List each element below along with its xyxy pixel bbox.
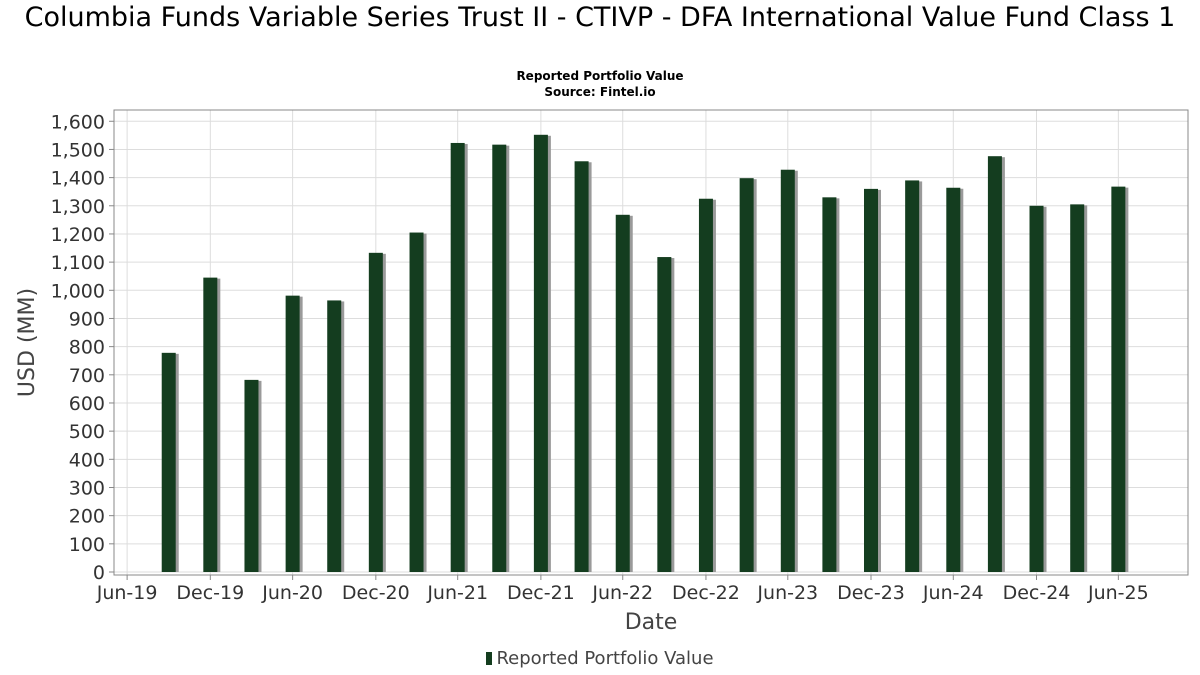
- y-tick-label: 500: [69, 421, 105, 443]
- bar-fill: [533, 134, 548, 573]
- chart-subtitle: Reported Portfolio Value Source: Fintel.…: [0, 68, 1200, 100]
- bar-fill: [615, 214, 630, 573]
- bar: [1070, 204, 1088, 572]
- bar: [492, 144, 510, 572]
- subtitle-line: Source: Fintel.io: [544, 85, 656, 99]
- bar: [450, 142, 468, 572]
- bar-fill: [946, 187, 961, 572]
- bar-fill: [905, 180, 920, 573]
- y-tick-label: 1,100: [51, 252, 105, 274]
- bar: [244, 379, 262, 572]
- bar-fill: [1070, 204, 1085, 572]
- bar: [739, 178, 757, 573]
- bar: [822, 197, 840, 572]
- x-tick-label: Dec-22: [672, 582, 740, 604]
- bar: [533, 134, 551, 573]
- bar-fill: [698, 198, 713, 573]
- bar: [615, 214, 633, 573]
- bar-fill: [987, 156, 1002, 572]
- y-tick-label: 600: [69, 393, 105, 415]
- bar-fill: [780, 169, 795, 572]
- bar: [905, 180, 923, 573]
- x-tick-label: Dec-21: [507, 582, 575, 604]
- bars: [161, 134, 1129, 573]
- x-tick-label: Dec-23: [837, 582, 905, 604]
- bar: [574, 161, 592, 572]
- bar: [327, 300, 345, 572]
- bar-fill: [368, 252, 383, 572]
- x-tick-label: Dec-19: [176, 582, 244, 604]
- subtitle-line: Reported Portfolio Value: [516, 69, 684, 83]
- x-tick-label: Jun-22: [591, 582, 653, 604]
- bar: [409, 232, 427, 573]
- y-tick-label: 1,200: [51, 224, 105, 246]
- bar-fill: [574, 161, 589, 572]
- bar-fill: [1111, 186, 1126, 572]
- y-tick-label: 1,300: [51, 196, 105, 218]
- bar-fill: [203, 277, 218, 572]
- bar: [161, 352, 179, 572]
- y-axis: 0 100 200 300 400 500 600 700 800 900 1,000 1,100 1,…: [51, 111, 114, 584]
- bar: [698, 198, 716, 573]
- bar-fill: [739, 178, 754, 573]
- x-tick-label: Jun-25: [1087, 582, 1149, 604]
- x-tick-label: Jun-21: [426, 582, 488, 604]
- legend-label: Reported Portfolio Value: [496, 648, 714, 669]
- y-tick-label: 1,600: [51, 111, 105, 133]
- legend: Reported Portfolio Value: [0, 648, 1200, 669]
- x-tick-label: Dec-24: [1003, 582, 1071, 604]
- x-tick-label: Jun-24: [922, 582, 984, 604]
- bar-fill: [657, 257, 672, 572]
- plot-frame: [113, 109, 1189, 576]
- y-tick-label: 0: [93, 562, 105, 584]
- x-tick-label: Jun-20: [261, 582, 323, 604]
- bar-fill: [822, 197, 837, 572]
- bar-fill: [327, 300, 342, 572]
- bar-fill: [1029, 205, 1044, 572]
- x-axis: Jun-19 Dec-19 Jun-20 Dec-20 Jun-21 Dec-21 Jun-…: [96, 575, 1149, 604]
- y-tick-label: 700: [69, 365, 105, 387]
- bar: [1029, 205, 1047, 572]
- bar: [780, 169, 798, 572]
- chart-title: Columbia Funds Variable Series Trust II …: [24, 2, 1176, 33]
- y-tick-label: 900: [69, 308, 105, 330]
- y-axis-label: USD (MM): [15, 288, 40, 397]
- bar: [1111, 186, 1129, 572]
- x-tick-label: Dec-20: [342, 582, 410, 604]
- y-tick-label: 100: [69, 534, 105, 556]
- y-tick-label: 1,000: [51, 280, 105, 302]
- x-tick-label: Jun-23: [756, 582, 818, 604]
- bar: [285, 295, 303, 572]
- bar-fill: [864, 188, 879, 572]
- y-tick-label: 1,500: [51, 139, 105, 161]
- bar: [987, 156, 1005, 572]
- bar: [368, 252, 386, 572]
- y-tick-label: 400: [69, 449, 105, 471]
- bar-fill: [492, 144, 507, 572]
- x-tick-label: Jun-19: [96, 582, 158, 604]
- y-tick-label: 1,400: [51, 168, 105, 190]
- bar-fill: [244, 379, 259, 572]
- y-tick-label: 300: [69, 477, 105, 499]
- bar-fill: [450, 142, 465, 572]
- y-tick-label: 200: [69, 506, 105, 528]
- x-axis-label: Date: [625, 610, 678, 635]
- legend-swatch: [486, 652, 493, 665]
- bar: [864, 188, 882, 572]
- bar: [946, 187, 964, 572]
- bar-fill: [161, 352, 176, 572]
- y-tick-label: 800: [69, 337, 105, 359]
- bar: [657, 257, 675, 572]
- grid-lines: [114, 110, 1188, 575]
- bar: [203, 277, 221, 572]
- bar-fill: [409, 232, 424, 573]
- bar-fill: [285, 295, 300, 572]
